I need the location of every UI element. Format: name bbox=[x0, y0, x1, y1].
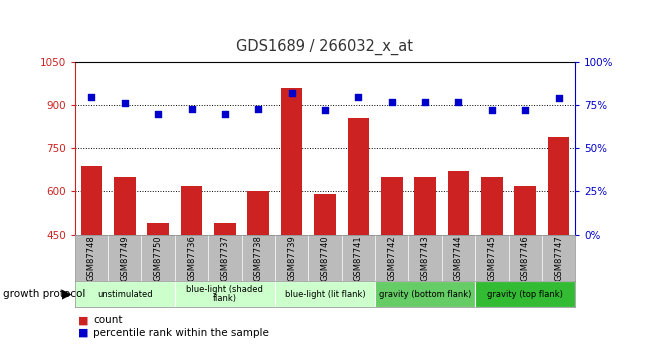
Bar bbox=[514, 186, 536, 235]
Bar bbox=[314, 194, 336, 235]
Point bbox=[287, 90, 297, 96]
Text: blue-light (lit flank): blue-light (lit flank) bbox=[285, 289, 365, 299]
Bar bbox=[375, 281, 475, 307]
Text: gravity (top flank): gravity (top flank) bbox=[488, 289, 563, 299]
Point bbox=[120, 101, 130, 106]
Text: GSM87743: GSM87743 bbox=[421, 235, 430, 281]
Bar bbox=[414, 177, 436, 235]
Bar bbox=[148, 223, 169, 235]
Text: GDS1689 / 266032_x_at: GDS1689 / 266032_x_at bbox=[237, 39, 413, 55]
Text: GSM87737: GSM87737 bbox=[220, 235, 229, 281]
Bar bbox=[114, 177, 136, 235]
Bar bbox=[348, 118, 369, 235]
Point bbox=[353, 94, 363, 99]
Point bbox=[320, 108, 330, 113]
Point bbox=[487, 108, 497, 113]
Bar bbox=[548, 137, 569, 235]
Text: gravity (bottom flank): gravity (bottom flank) bbox=[379, 289, 471, 299]
Text: percentile rank within the sample: percentile rank within the sample bbox=[93, 328, 269, 337]
Bar bbox=[281, 88, 302, 235]
Text: unstimulated: unstimulated bbox=[97, 289, 153, 299]
Bar bbox=[481, 177, 502, 235]
Point bbox=[187, 106, 197, 111]
Text: GSM87748: GSM87748 bbox=[87, 235, 96, 281]
Text: GSM87739: GSM87739 bbox=[287, 235, 296, 281]
Point bbox=[220, 111, 230, 117]
Point bbox=[520, 108, 530, 113]
Bar bbox=[275, 281, 375, 307]
Text: GSM87736: GSM87736 bbox=[187, 235, 196, 281]
Text: GSM87750: GSM87750 bbox=[153, 235, 162, 281]
Text: ■: ■ bbox=[78, 315, 88, 325]
Text: GSM87749: GSM87749 bbox=[120, 235, 129, 281]
Text: GSM87738: GSM87738 bbox=[254, 235, 263, 281]
Text: GSM87741: GSM87741 bbox=[354, 235, 363, 281]
Point bbox=[387, 99, 397, 105]
Bar bbox=[75, 281, 175, 307]
Bar bbox=[181, 186, 202, 235]
Bar bbox=[248, 191, 269, 235]
Text: ■: ■ bbox=[78, 328, 88, 337]
Point bbox=[86, 94, 97, 99]
Point bbox=[253, 106, 263, 111]
Point bbox=[453, 99, 463, 105]
Text: GSM87747: GSM87747 bbox=[554, 235, 563, 281]
Text: GSM87745: GSM87745 bbox=[488, 235, 497, 281]
Point bbox=[153, 111, 163, 117]
Point bbox=[420, 99, 430, 105]
Text: GSM87744: GSM87744 bbox=[454, 235, 463, 281]
Point bbox=[553, 96, 564, 101]
Bar bbox=[81, 166, 102, 235]
Text: GSM87740: GSM87740 bbox=[320, 235, 330, 281]
Bar bbox=[475, 281, 575, 307]
Text: growth protocol: growth protocol bbox=[3, 289, 86, 299]
Bar bbox=[381, 177, 402, 235]
Text: GSM87742: GSM87742 bbox=[387, 235, 396, 281]
Text: GSM87746: GSM87746 bbox=[521, 235, 530, 281]
Bar bbox=[214, 223, 236, 235]
Text: ▶: ▶ bbox=[62, 288, 72, 300]
Text: blue-light (shaded
flank): blue-light (shaded flank) bbox=[187, 285, 263, 304]
Bar bbox=[448, 171, 469, 235]
Text: count: count bbox=[93, 315, 122, 325]
Bar bbox=[175, 281, 275, 307]
